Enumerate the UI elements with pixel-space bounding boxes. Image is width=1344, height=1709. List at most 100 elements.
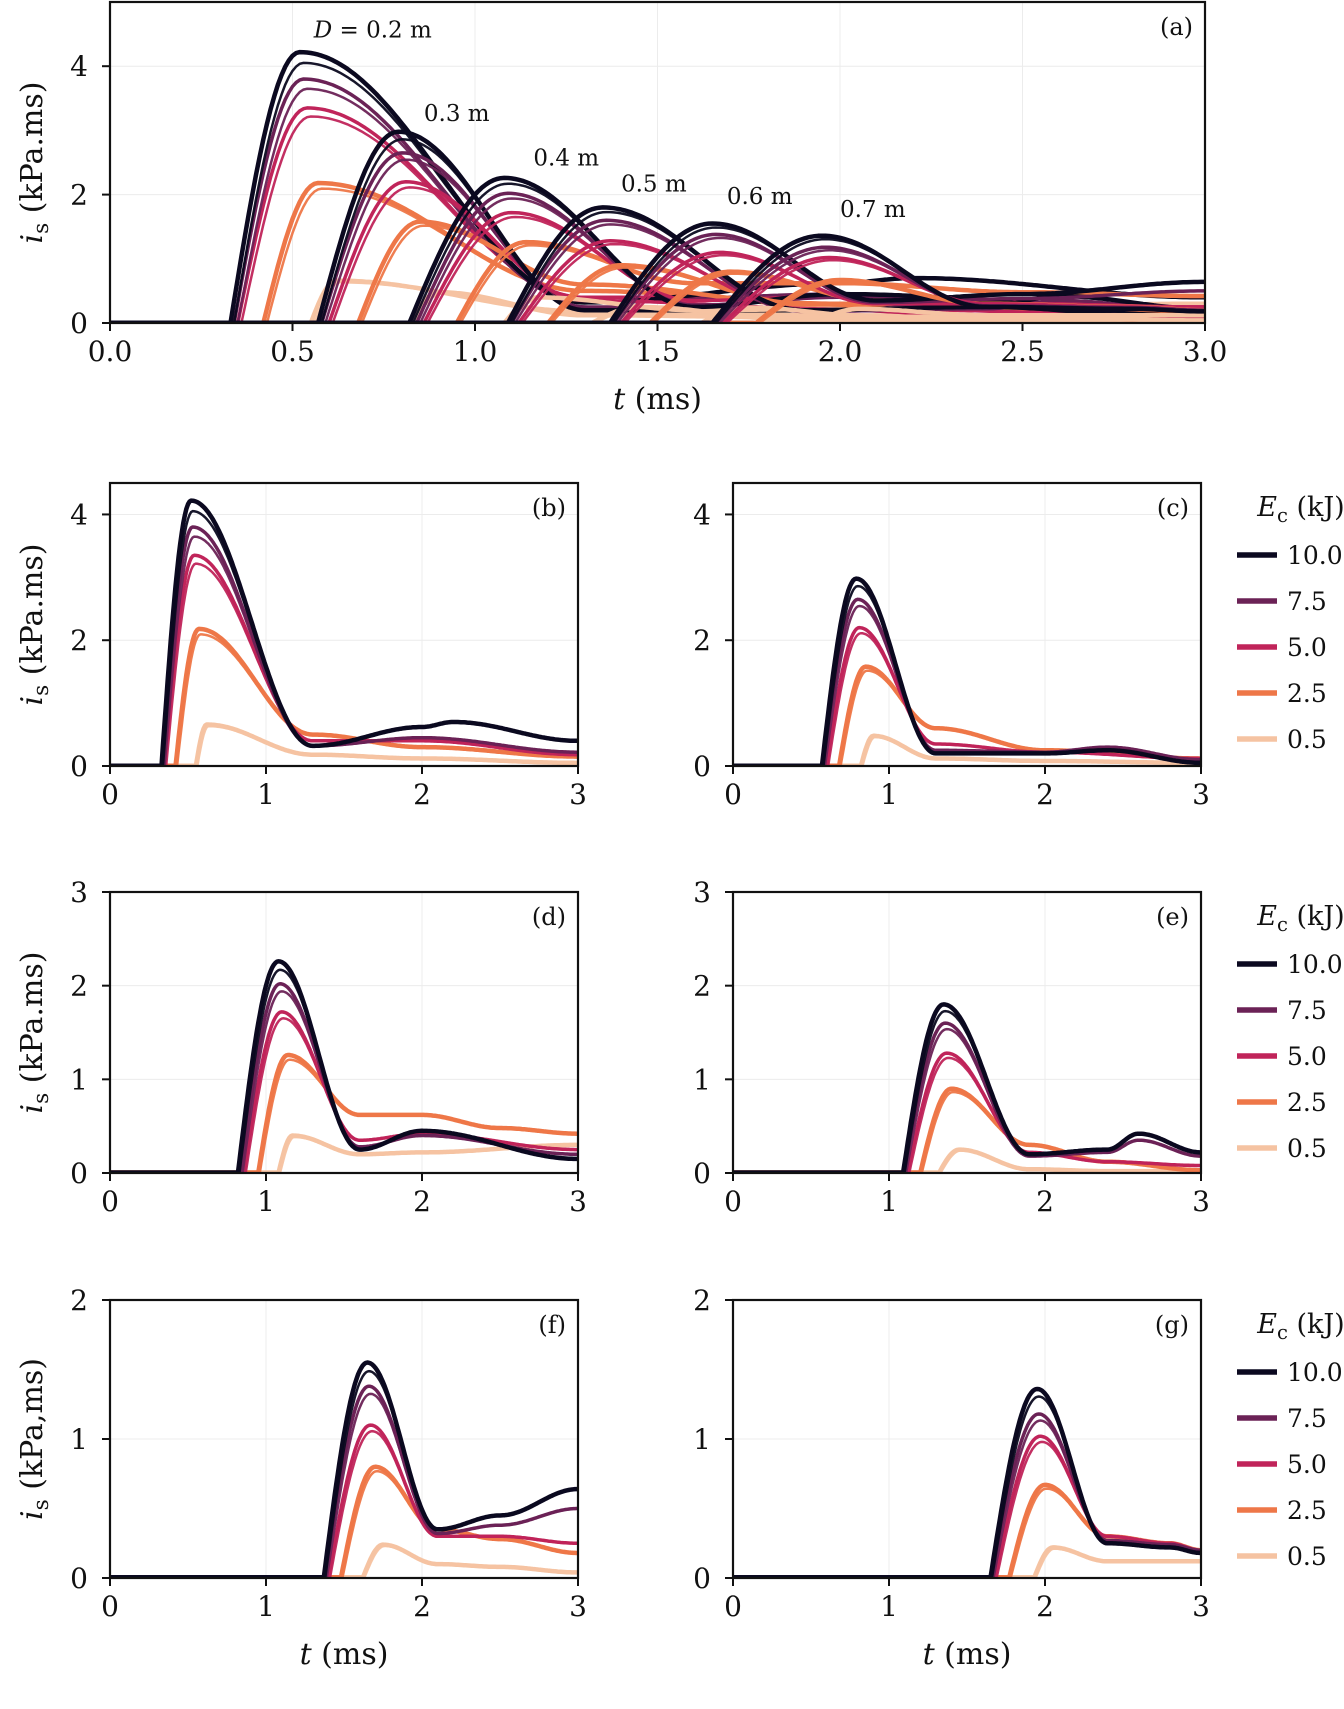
y-tick-label: 3 bbox=[693, 876, 711, 909]
series-line-10.0kJ bbox=[733, 1002, 1201, 1173]
x-tick-label: 1 bbox=[257, 1590, 275, 1623]
y-axis-label-subscript: s bbox=[29, 1093, 54, 1104]
legend: Ec (kJ) 10.0 7.5 5.0 2.5 0.5 bbox=[1237, 1309, 1344, 1571]
series-line-10.0kJ bbox=[733, 576, 1201, 766]
legend-entry-label: 0.5 bbox=[1287, 1542, 1327, 1571]
legend-title-symbol: E bbox=[1256, 901, 1277, 932]
panel-b: 0 1 2 3 0 2 4 (b) is (kPa.ms) bbox=[15, 481, 587, 811]
y-tick-label: 3 bbox=[70, 876, 88, 909]
x-tick-label: 2.5 bbox=[1000, 335, 1045, 368]
legend-entry-label: 10.0 bbox=[1287, 541, 1343, 570]
legend-entry-label: 2.5 bbox=[1287, 1496, 1327, 1525]
x-tick-label: 2.0 bbox=[818, 335, 863, 368]
panel-label: (g) bbox=[1155, 1311, 1189, 1339]
y-axis-label-subscript: s bbox=[29, 223, 54, 234]
y-tick-label: 4 bbox=[70, 498, 88, 531]
x-axis-label-unit: (ms) bbox=[935, 1637, 1012, 1672]
x-axis-label-unit: (ms) bbox=[625, 382, 702, 417]
y-tick-label: 4 bbox=[70, 50, 88, 83]
panel-label: (a) bbox=[1160, 13, 1193, 41]
distance-annotation: 0.6 m bbox=[727, 184, 793, 210]
legend-entry-label: 5.0 bbox=[1287, 1042, 1327, 1071]
series-line-10.0kJ-repeat bbox=[733, 1395, 1201, 1578]
distance-value: = 0.2 m bbox=[332, 17, 432, 43]
y-axis-label-symbol: i bbox=[15, 696, 50, 706]
x-tick-label: 0 bbox=[724, 1185, 742, 1218]
plot-area bbox=[110, 959, 578, 1173]
legend-entry-label: 7.5 bbox=[1287, 1404, 1327, 1433]
x-tick-label: 1 bbox=[257, 778, 275, 811]
panel-e: 0 1 2 3 0 1 2 3 (e) Ec (kJ) 10.0 7.5 5.0 2.5 0.5 bbox=[693, 876, 1344, 1218]
legend-entry-label: 5.0 bbox=[1287, 1450, 1327, 1479]
x-axis-label: t (ms) bbox=[923, 1637, 1012, 1672]
x-tick-label: 2 bbox=[413, 1185, 431, 1218]
plot-area bbox=[733, 1002, 1201, 1173]
x-tick-label: 0 bbox=[724, 1590, 742, 1623]
legend-title-subscript: c bbox=[1277, 1321, 1288, 1344]
y-axis-label-symbol: i bbox=[15, 1104, 50, 1114]
y-tick-label: 2 bbox=[693, 624, 711, 657]
distance-value: 0.4 m bbox=[533, 146, 599, 172]
series-line-5.0kJ-repeat bbox=[733, 1440, 1201, 1578]
panel-label: (c) bbox=[1157, 494, 1189, 522]
y-tick-label: 0 bbox=[70, 750, 88, 783]
y-tick-label: 2 bbox=[70, 1284, 88, 1317]
y-axis-label-subscript: s bbox=[29, 1499, 54, 1510]
distance-value: 0.7 m bbox=[840, 197, 906, 223]
x-axis-label: t (ms) bbox=[613, 382, 702, 417]
legend-title-subscript: c bbox=[1277, 504, 1288, 527]
legend-entry-label: 0.5 bbox=[1287, 725, 1327, 754]
y-axis-label-unit: (kPa,ms) bbox=[15, 1358, 50, 1499]
x-tick-label: 3 bbox=[569, 1185, 587, 1218]
y-tick-label: 0 bbox=[693, 1157, 711, 1190]
y-tick-label: 2 bbox=[693, 970, 711, 1003]
series-line-7.5kJ bbox=[110, 1384, 578, 1578]
distance-annotation: 0.5 m bbox=[621, 171, 687, 197]
series-line-2.5kJ-repeat bbox=[110, 1058, 578, 1173]
y-tick-label: 2 bbox=[70, 179, 88, 212]
panel-label: (e) bbox=[1156, 903, 1189, 931]
x-tick-label: 3 bbox=[1192, 778, 1210, 811]
legend-title-unit: (kJ) bbox=[1288, 492, 1344, 523]
distance-annotation: 0.4 m bbox=[533, 146, 599, 172]
x-tick-label: 2 bbox=[413, 1590, 431, 1623]
series-line-7.5kJ-repeat bbox=[733, 604, 1201, 766]
distance-value: 0.5 m bbox=[621, 171, 687, 197]
x-axis-label-symbol: t bbox=[613, 382, 626, 417]
legend: Ec (kJ) 10.0 7.5 5.0 2.5 0.5 bbox=[1237, 901, 1344, 1163]
x-tick-label: 0 bbox=[101, 778, 119, 811]
x-axis-label-unit: (ms) bbox=[312, 1637, 389, 1672]
x-tick-label: 1 bbox=[880, 778, 898, 811]
x-tick-label: 2 bbox=[1036, 1590, 1054, 1623]
x-tick-label: 1.5 bbox=[635, 335, 680, 368]
x-tick-label: 3 bbox=[569, 1590, 587, 1623]
y-axis-label: is (kPa.ms) bbox=[15, 544, 54, 706]
series-line-5.0kJ-repeat bbox=[733, 631, 1201, 766]
legend-entry-label: 2.5 bbox=[1287, 679, 1327, 708]
series-line-7.5kJ bbox=[733, 597, 1201, 766]
y-axis-label-subscript: s bbox=[29, 685, 54, 696]
distance-annotation: D = 0.2 m bbox=[313, 17, 432, 43]
series-line-10.0kJ bbox=[733, 1386, 1201, 1578]
legend-title-unit: (kJ) bbox=[1288, 901, 1344, 932]
legend-entry-label: 7.5 bbox=[1287, 996, 1327, 1025]
y-axis-label: is (kPa.ms) bbox=[15, 82, 54, 244]
series-line-5.0kJ bbox=[733, 1434, 1201, 1578]
x-tick-label: 1.0 bbox=[453, 335, 498, 368]
distance-value: 0.3 m bbox=[424, 101, 490, 127]
plot-frame bbox=[108, 890, 580, 1175]
legend-title: Ec (kJ) bbox=[1256, 492, 1344, 527]
x-axis-label: t (ms) bbox=[300, 1637, 389, 1672]
panel-d: 0 1 2 3 0 1 2 3 (d) is (kPa.ms) bbox=[15, 876, 587, 1218]
x-tick-label: 0 bbox=[724, 778, 742, 811]
panel-label: (d) bbox=[532, 903, 566, 931]
legend-title-unit: (kJ) bbox=[1288, 1309, 1344, 1340]
x-tick-label: 2 bbox=[1036, 1185, 1054, 1218]
series-line-10.0kJ-repeat bbox=[733, 584, 1201, 766]
series-line-2.5kJ-repeat bbox=[110, 633, 578, 766]
y-tick-label: 2 bbox=[70, 624, 88, 657]
y-axis-label-unit: (kPa.ms) bbox=[15, 544, 50, 685]
x-tick-label: 2 bbox=[1036, 778, 1054, 811]
y-tick-label: 2 bbox=[693, 1284, 711, 1317]
